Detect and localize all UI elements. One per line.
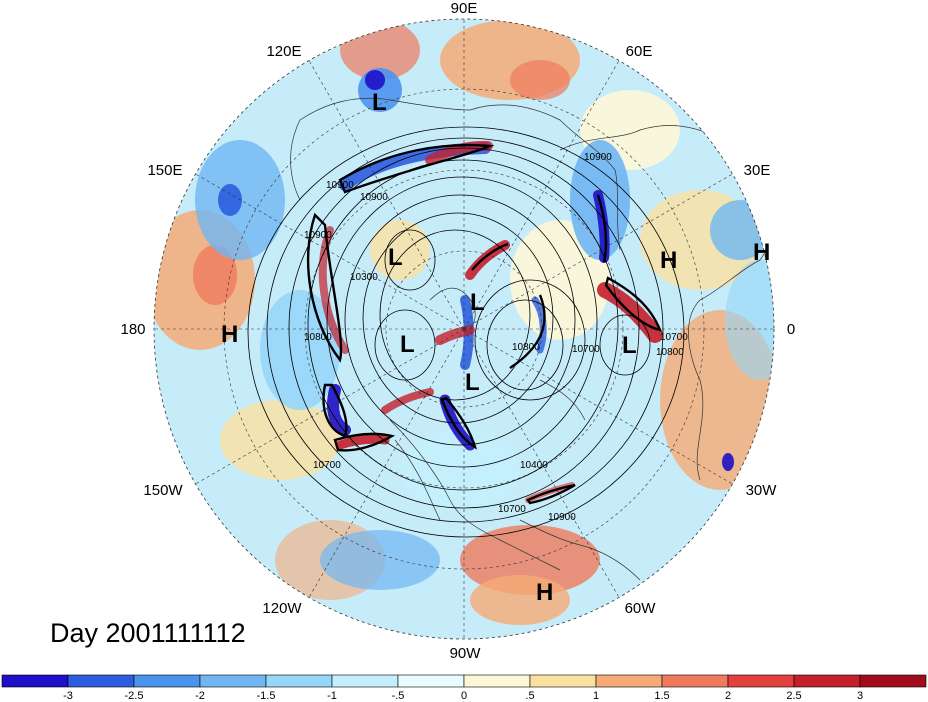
contour-label: 10300 [350, 272, 378, 283]
low-pressure-label: L [388, 244, 403, 271]
colorbar-swatch [595, 674, 663, 688]
meridian-line [463, 173, 733, 330]
contour-label: 10900 [360, 192, 388, 203]
pressure-system-labels: L L L L L L H H H H [221, 89, 770, 606]
low-pressure-label: L [470, 289, 485, 316]
colorbar: -3 -2.5 -2 -1.5 -1 -.5 0 .5 1 1.5 2 2.5 3 [1, 674, 927, 702]
colorbar-swatch [199, 674, 267, 688]
contour-value-labels: 10900 10900 10900 10300 10800 10700 1090… [304, 152, 688, 523]
colorbar-label: -1.5 [257, 690, 276, 702]
low-pressure-label: L [372, 89, 387, 116]
high-pressure-label: H [660, 247, 677, 274]
colorbar-label: 0 [461, 690, 467, 702]
longitude-label-30e: 30E [744, 162, 771, 179]
contour-label: 10900 [304, 230, 332, 241]
high-pressure-label: H [221, 321, 238, 348]
colorbar-swatch [397, 674, 465, 688]
longitude-label-60w: 60W [625, 600, 657, 617]
meridian-line [308, 60, 465, 330]
colorbar-swatch [661, 674, 729, 688]
colorbar-label: 2.5 [786, 690, 801, 702]
colorbar-swatch [529, 674, 597, 688]
colorbar-swatch [133, 674, 201, 688]
longitude-label-150e: 150E [147, 162, 182, 179]
longitude-label-0: 0 [787, 321, 795, 338]
meridian-line [195, 173, 465, 330]
contour-label: 10700 [498, 504, 526, 515]
colorbar-swatch [727, 674, 795, 688]
longitude-label-30w: 30W [746, 482, 778, 499]
meridian-line [463, 328, 733, 485]
meridian-line [463, 60, 620, 330]
colorbar-label: 2 [725, 690, 731, 702]
low-pressure-label: L [622, 332, 637, 359]
colorbar-swatch [859, 674, 927, 688]
longitude-label-60e: 60E [626, 43, 653, 60]
longitude-label-90e: 90E [451, 0, 478, 17]
longitude-label-180: 180 [120, 321, 145, 338]
longitude-label-120w: 120W [262, 600, 302, 617]
colorbar-label: -.5 [392, 690, 405, 702]
contour-label: 10900 [584, 152, 612, 163]
colorbar-label: -2 [195, 690, 205, 702]
meridian-line [463, 328, 620, 598]
disc-boundary [153, 18, 775, 640]
contour-label: 10800 [304, 332, 332, 343]
map-title: Day 2001111112 [50, 618, 246, 648]
low-pressure-label: L [400, 331, 415, 358]
high-pressure-label: H [536, 579, 553, 606]
meridian-line [308, 328, 465, 598]
height-contours [247, 126, 685, 538]
colorbar-label: -1 [327, 690, 337, 702]
colorbar-label: 1.5 [654, 690, 669, 702]
colorbar-swatch [463, 674, 531, 688]
longitude-labels: 90E 60E 30E 0 30W 60W 90W 120W 150W 180 … [120, 0, 795, 662]
colorbar-label: .5 [525, 690, 534, 702]
colorbar-swatch [265, 674, 333, 688]
jet-outlines [306, 143, 662, 505]
colorbar-swatch [67, 674, 135, 688]
colorbar-swatch [1, 674, 69, 688]
contour-label: 10400 [520, 460, 548, 471]
contour-label: 10700 [660, 332, 688, 343]
longitude-label-120e: 120E [266, 43, 301, 60]
contour-label: 10900 [326, 180, 354, 191]
colorbar-label: 3 [857, 690, 863, 702]
colorbar-swatch [793, 674, 861, 688]
contour-label: 10900 [548, 512, 576, 523]
colorbar-label: -3 [63, 690, 73, 702]
colorbar-label: -2.5 [125, 690, 144, 702]
contour-label: 10700 [313, 460, 341, 471]
contour-label: 10800 [656, 347, 684, 358]
meridian-line [195, 328, 465, 485]
map-disc [153, 18, 775, 640]
high-pressure-label: H [753, 239, 770, 266]
meridian-lines [154, 19, 774, 639]
colorbar-swatch [331, 674, 399, 688]
longitude-label-90w: 90W [450, 645, 482, 662]
contour-label: 10800 [512, 342, 540, 353]
contour-label: 10700 [572, 344, 600, 355]
colorbar-label: 1 [593, 690, 599, 702]
longitude-label-150w: 150W [143, 482, 183, 499]
low-pressure-label: L [465, 369, 480, 396]
anomaly-shading [154, 20, 774, 625]
